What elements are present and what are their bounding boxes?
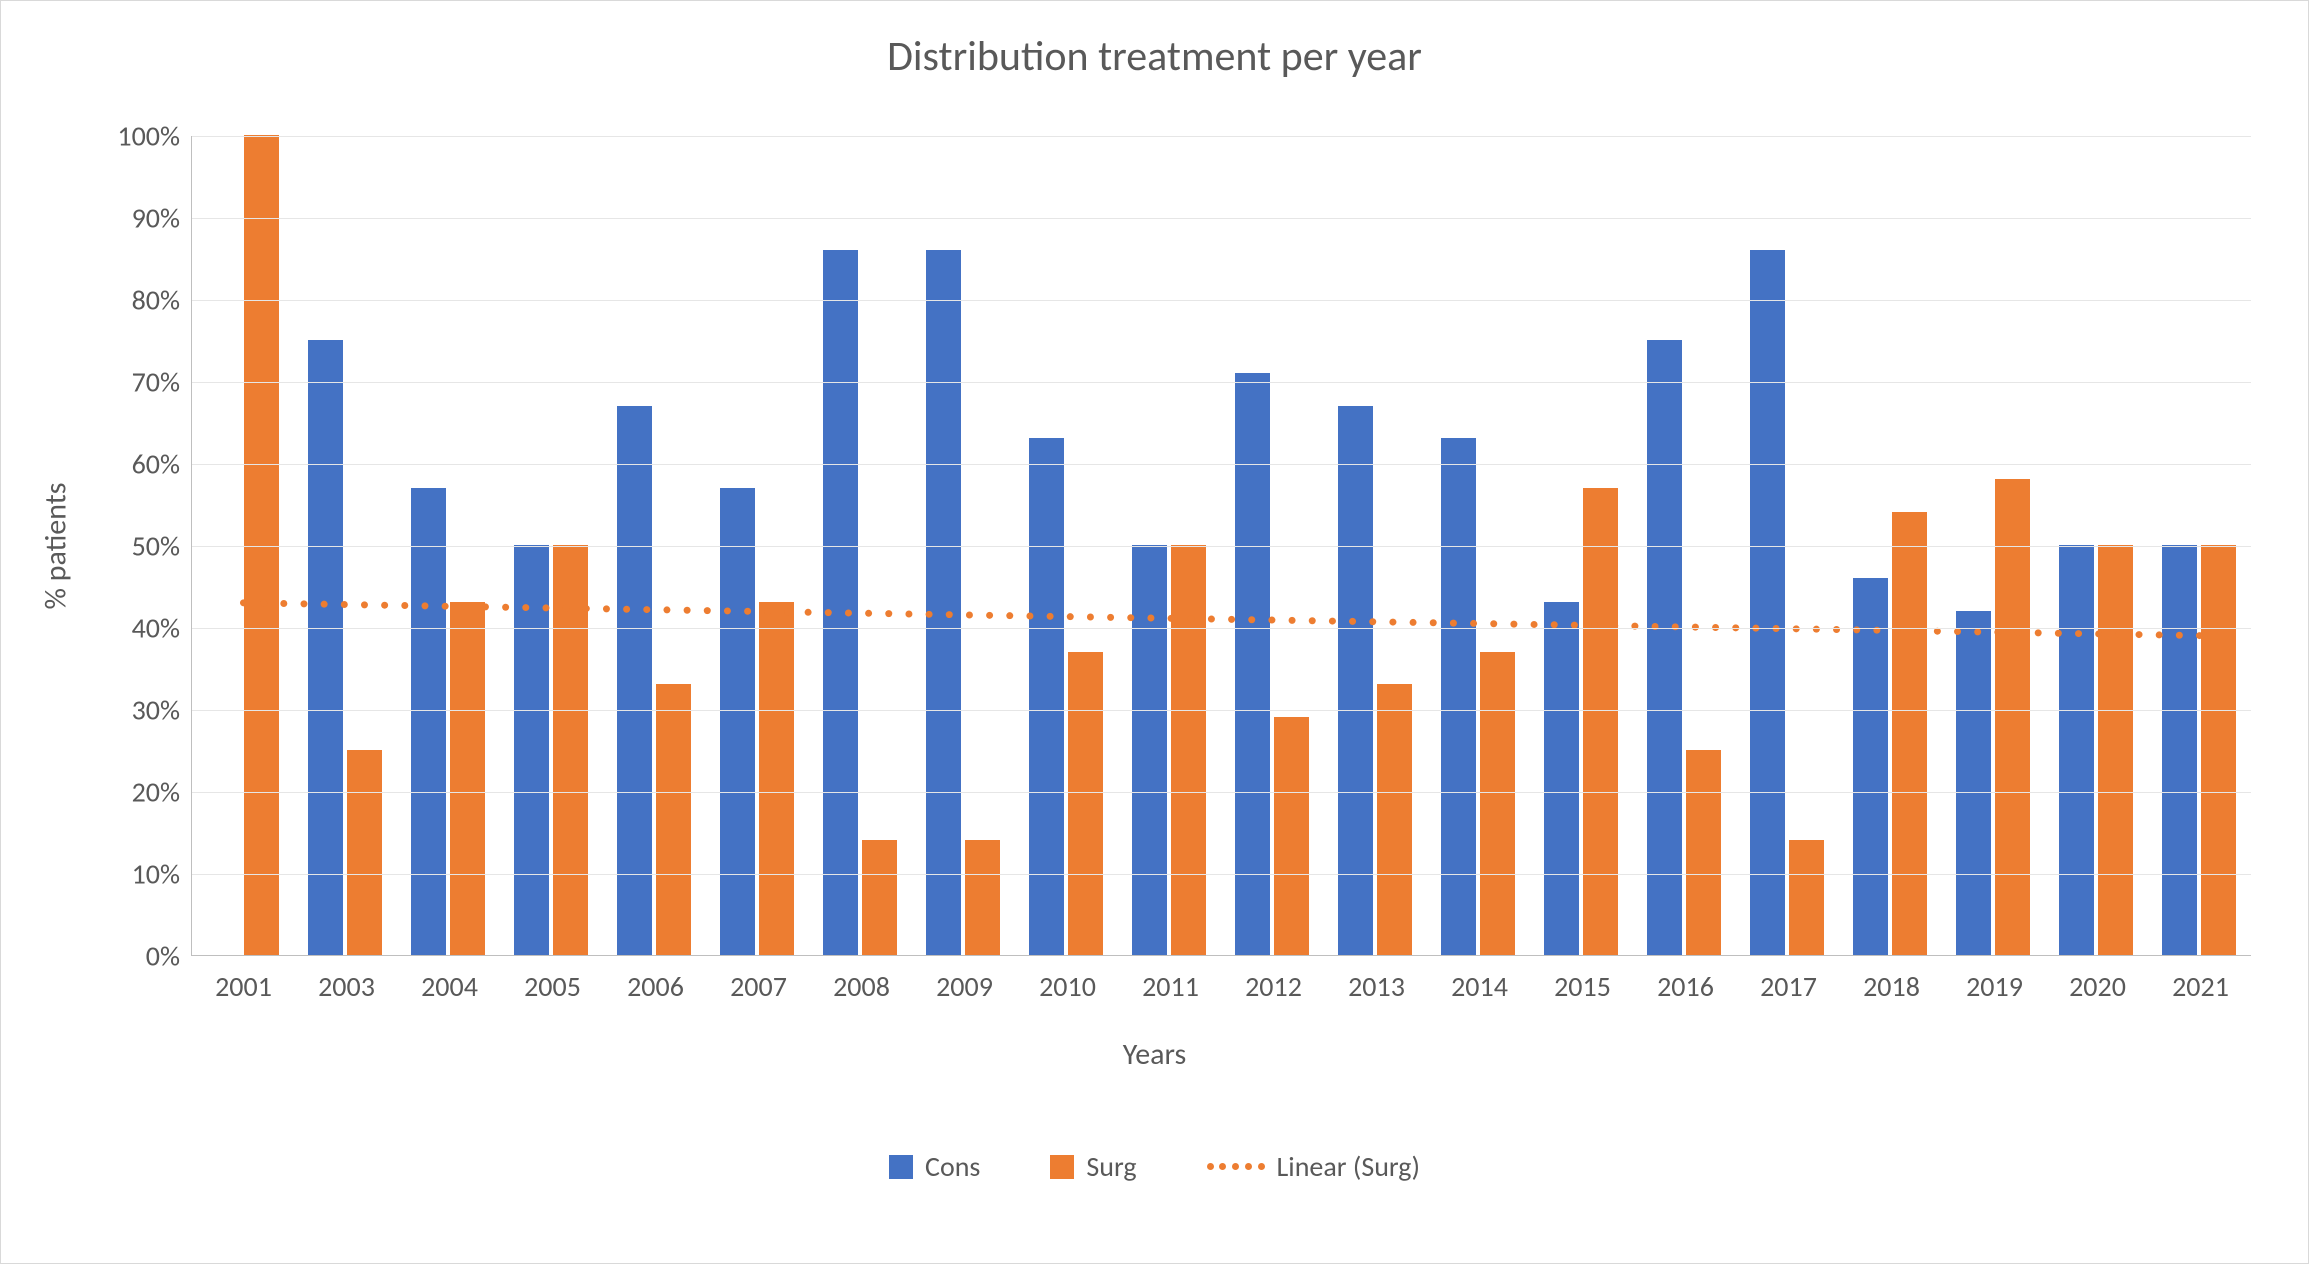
legend-label: Linear (Surg) xyxy=(1277,1149,1420,1184)
bar-cons xyxy=(1029,438,1065,955)
y-tick-label: 20% xyxy=(132,775,192,810)
grid-line xyxy=(192,628,2251,629)
grid-line xyxy=(192,710,2251,711)
grid-line xyxy=(192,792,2251,793)
bar-surg xyxy=(2098,545,2134,955)
bar-cons xyxy=(1441,438,1477,955)
x-tick-label: 2013 xyxy=(1348,955,1405,1004)
grid-line xyxy=(192,546,2251,547)
x-tick-label: 2015 xyxy=(1554,955,1611,1004)
y-axis-title: % patients xyxy=(38,483,75,610)
legend-label: Surg xyxy=(1086,1149,1136,1184)
x-tick-label: 2018 xyxy=(1863,955,1920,1004)
x-tick-label: 2012 xyxy=(1245,955,1302,1004)
bar-surg xyxy=(656,684,692,955)
x-axis-title: Years xyxy=(1,1036,2308,1073)
x-tick-label: 2019 xyxy=(1966,955,2023,1004)
bar-surg xyxy=(2201,545,2237,955)
bar-surg xyxy=(244,135,280,955)
x-tick-label: 2009 xyxy=(936,955,993,1004)
bar-surg xyxy=(1274,717,1310,955)
bar-surg xyxy=(862,840,898,955)
x-tick-label: 2004 xyxy=(421,955,478,1004)
bar-surg xyxy=(759,602,795,955)
x-tick-label: 2006 xyxy=(627,955,684,1004)
y-tick-label: 80% xyxy=(132,283,192,318)
bar-cons xyxy=(1853,578,1889,955)
legend-swatch xyxy=(889,1155,913,1179)
y-tick-label: 50% xyxy=(132,529,192,564)
bar-cons xyxy=(1338,406,1374,955)
grid-line xyxy=(192,136,2251,137)
legend-swatch xyxy=(1050,1155,1074,1179)
bar-surg xyxy=(1995,479,2031,955)
bar-cons xyxy=(1132,545,1168,955)
bar-surg xyxy=(450,602,486,955)
bar-surg xyxy=(1480,652,1516,955)
bar-cons xyxy=(411,488,447,955)
bar-surg xyxy=(965,840,1001,955)
x-tick-label: 2005 xyxy=(524,955,581,1004)
chart-title: Distribution treatment per year xyxy=(1,31,2308,82)
y-tick-label: 60% xyxy=(132,447,192,482)
x-tick-label: 2016 xyxy=(1657,955,1714,1004)
legend: Cons Surg Linear (Surg) xyxy=(1,1149,2308,1184)
x-tick-label: 2014 xyxy=(1451,955,1508,1004)
bar-cons xyxy=(2162,545,2198,955)
bar-cons xyxy=(720,488,756,955)
y-tick-label: 70% xyxy=(132,365,192,400)
bar-cons xyxy=(514,545,550,955)
legend-item: Surg xyxy=(1050,1149,1136,1184)
bar-surg xyxy=(1068,652,1104,955)
bar-cons xyxy=(1647,340,1683,955)
y-tick-label: 30% xyxy=(132,693,192,728)
bar-surg xyxy=(1171,545,1207,955)
x-tick-label: 2021 xyxy=(2172,955,2229,1004)
x-tick-label: 2001 xyxy=(215,955,272,1004)
x-tick-label: 2007 xyxy=(730,955,787,1004)
bar-surg xyxy=(553,545,589,955)
bar-cons xyxy=(308,340,344,955)
bar-cons xyxy=(1750,250,1786,955)
legend-item: Cons xyxy=(889,1149,980,1184)
y-tick-label: 40% xyxy=(132,611,192,646)
y-tick-label: 10% xyxy=(132,857,192,892)
grid-line xyxy=(192,382,2251,383)
bar-surg xyxy=(1583,488,1619,955)
bar-surg xyxy=(1892,512,1928,955)
legend-item: Linear (Surg) xyxy=(1207,1149,1420,1184)
x-tick-label: 2017 xyxy=(1760,955,1817,1004)
bar-surg xyxy=(1686,750,1722,955)
bar-cons xyxy=(2059,545,2095,955)
y-tick-label: 100% xyxy=(117,119,192,154)
y-tick-label: 90% xyxy=(132,201,192,236)
bar-surg xyxy=(1789,840,1825,955)
y-tick-label: 0% xyxy=(146,939,192,974)
bar-cons xyxy=(617,406,653,955)
grid-line xyxy=(192,874,2251,875)
bar-cons xyxy=(823,250,859,955)
grid-line xyxy=(192,218,2251,219)
bar-surg xyxy=(1377,684,1413,955)
x-tick-label: 2008 xyxy=(833,955,890,1004)
legend-line-icon xyxy=(1207,1164,1265,1170)
legend-label: Cons xyxy=(925,1149,980,1184)
x-tick-label: 2010 xyxy=(1039,955,1096,1004)
grid-line xyxy=(192,300,2251,301)
plot-area: 0%10%20%30%40%50%60%70%80%90%100%2001200… xyxy=(191,136,2251,956)
x-tick-label: 2011 xyxy=(1142,955,1199,1004)
bar-cons xyxy=(1235,373,1271,955)
x-tick-label: 2020 xyxy=(2069,955,2126,1004)
bar-cons xyxy=(1956,611,1992,955)
bar-cons xyxy=(926,250,962,955)
grid-line xyxy=(192,464,2251,465)
bar-surg xyxy=(347,750,383,955)
x-tick-label: 2003 xyxy=(318,955,375,1004)
bar-cons xyxy=(1544,602,1580,955)
chart-container: Distribution treatment per year % patien… xyxy=(0,0,2309,1264)
